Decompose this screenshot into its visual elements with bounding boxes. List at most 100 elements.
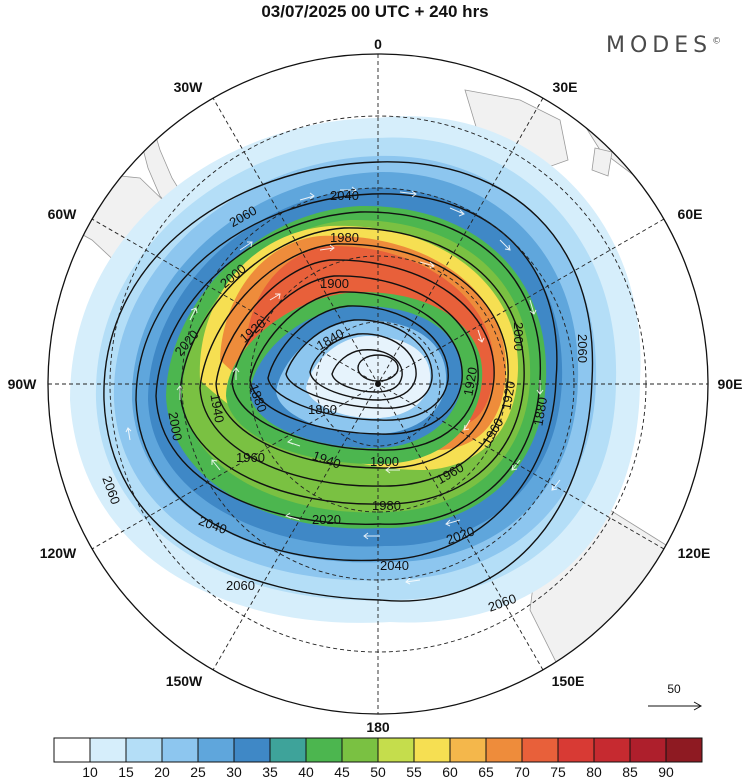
contour-1940 bbox=[231, 275, 479, 451]
africa-east bbox=[559, 59, 691, 181]
colorbar-tick-label: 85 bbox=[622, 764, 638, 780]
vector-10 bbox=[363, 532, 380, 540]
colorbar-ticks: 10 15 20 25 30 35 40 45 50 55 60 65 70 75 80 85 90 bbox=[0, 764, 750, 782]
contour-label: 1860 bbox=[308, 402, 337, 417]
reference-vector-label: 50 bbox=[667, 682, 681, 696]
colorbar-tick-label: 70 bbox=[514, 764, 530, 780]
longitude-labels: 0 30E 60E 90E 120E 150E 180 150W 120W 90… bbox=[8, 36, 743, 735]
vector-22 bbox=[232, 367, 240, 380]
lon-label-120e: 120E bbox=[678, 545, 711, 561]
vector-18 bbox=[477, 329, 485, 343]
vector-15 bbox=[239, 241, 253, 251]
contour-2020 bbox=[155, 211, 541, 525]
vector-4 bbox=[449, 207, 465, 217]
lon-label-120w: 120W bbox=[40, 545, 77, 561]
contour-label: 1920 bbox=[498, 380, 518, 411]
vector-25 bbox=[551, 479, 561, 491]
colorbar-swatch bbox=[377, 737, 415, 763]
colorbar-swatch bbox=[233, 737, 271, 763]
colorbar-tick-label: 20 bbox=[154, 764, 170, 780]
wind-vectors bbox=[125, 186, 561, 585]
vector-16 bbox=[319, 244, 335, 252]
map-title: 03/07/2025 00 UTC + 240 hrs bbox=[261, 2, 489, 21]
lon-label-60e: 60E bbox=[678, 206, 703, 222]
colorbar-swatch bbox=[305, 737, 343, 763]
vector-5 bbox=[499, 239, 511, 251]
vector-20 bbox=[385, 466, 400, 474]
colorbar-swatch bbox=[665, 737, 703, 763]
reference-vector: 50 bbox=[648, 682, 703, 711]
polar-core bbox=[306, 336, 431, 419]
contour-1980 bbox=[199, 243, 509, 487]
colorbar-swatch bbox=[449, 737, 487, 763]
vector-21 bbox=[286, 438, 301, 447]
vector-3 bbox=[399, 190, 417, 198]
wind-speed-shading bbox=[70, 116, 641, 623]
colorbar-tick-label: 65 bbox=[478, 764, 494, 780]
vector-14 bbox=[189, 307, 198, 321]
reference-arrow-head bbox=[693, 701, 703, 711]
lon-label-90e: 90E bbox=[718, 376, 743, 392]
colorbar-tick-label: 40 bbox=[298, 764, 314, 780]
contour-label: 2060 bbox=[226, 578, 255, 593]
contour-label: 1900 bbox=[370, 454, 399, 469]
lon-label-150w: 150W bbox=[166, 673, 203, 689]
colorbar-swatch bbox=[161, 737, 199, 763]
colorbar-tick-label: 75 bbox=[550, 764, 566, 780]
contour-1960 bbox=[215, 259, 495, 469]
contour-label: 2020 bbox=[312, 512, 341, 527]
contour-2000 bbox=[179, 227, 525, 505]
contour-2040 bbox=[135, 193, 558, 562]
vector-19 bbox=[463, 419, 471, 431]
colorbar-swatch bbox=[341, 737, 379, 763]
lon-label-0: 0 bbox=[374, 36, 382, 52]
contour-label: 1960 bbox=[236, 450, 265, 465]
contour-label: 2000 bbox=[165, 411, 185, 442]
contour-labels: 2060 2040 1980 2000 1900 1920 2020 1840 … bbox=[99, 188, 590, 615]
contour-label: 1920 bbox=[460, 366, 480, 397]
contour-label: 1940 bbox=[207, 393, 227, 424]
colorbar-swatch bbox=[197, 737, 235, 763]
colorbar-swatch bbox=[521, 737, 559, 763]
colorbar-tick-label: 25 bbox=[190, 764, 206, 780]
vector-6 bbox=[529, 299, 537, 315]
contour-label: 2040 bbox=[380, 558, 409, 573]
colorbar-tick-label: 55 bbox=[406, 764, 422, 780]
height-contours bbox=[103, 161, 594, 602]
colorbar-tick-label: 90 bbox=[658, 764, 674, 780]
colorbar-tick-label: 45 bbox=[334, 764, 350, 780]
colorbar-tick-label: 15 bbox=[118, 764, 134, 780]
colorbar-swatch bbox=[593, 737, 631, 763]
colorbar-swatch bbox=[413, 737, 451, 763]
south-pole-dot bbox=[375, 381, 381, 387]
logo-text: MODES bbox=[606, 33, 713, 58]
lon-label-180: 180 bbox=[366, 719, 390, 735]
lon-label-60w: 60W bbox=[48, 206, 78, 222]
vector-9 bbox=[445, 519, 461, 527]
vector-7 bbox=[536, 380, 544, 395]
contour-label: 1980 bbox=[330, 230, 359, 245]
contour-label: 2040 bbox=[330, 188, 359, 203]
contour-label: 1980 bbox=[372, 498, 401, 513]
contour-label: 2060 bbox=[575, 334, 590, 363]
colorbar-swatch bbox=[89, 737, 127, 763]
colorbar-tick-label: 80 bbox=[586, 764, 602, 780]
vector-24 bbox=[125, 427, 132, 441]
colorbar-swatch bbox=[125, 737, 163, 763]
vector-17 bbox=[419, 261, 435, 269]
vector-23 bbox=[269, 293, 281, 301]
madagascar bbox=[591, 147, 613, 177]
colorbar-tick-label: 60 bbox=[442, 764, 458, 780]
copyright-mark: © bbox=[712, 36, 722, 47]
vector-8 bbox=[511, 459, 521, 471]
lon-label-150e: 150E bbox=[552, 673, 585, 689]
contour-1880 bbox=[285, 319, 433, 409]
contour-1840 bbox=[331, 349, 403, 393]
colorbar-swatch bbox=[629, 737, 667, 763]
vector-11 bbox=[284, 512, 301, 521]
colorbar-swatch bbox=[557, 737, 595, 763]
colorbar-tick-label: 35 bbox=[262, 764, 278, 780]
contour-1900 bbox=[267, 305, 449, 421]
map-border bbox=[47, 53, 709, 715]
